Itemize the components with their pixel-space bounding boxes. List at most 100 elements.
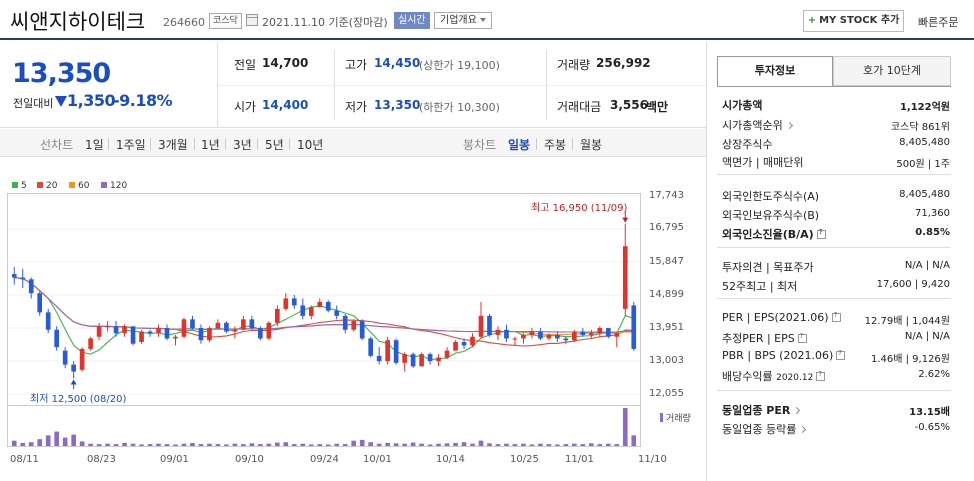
prev-close-value: 14,700 bbox=[262, 56, 309, 70]
tab-separator bbox=[150, 138, 151, 150]
chevron-right-icon bbox=[785, 121, 793, 130]
dividend-date: 2020.12 bbox=[776, 373, 814, 383]
volume-bar bbox=[436, 443, 441, 446]
upper-limit: (상한가 19,100) bbox=[419, 59, 500, 72]
volume-bar bbox=[156, 443, 161, 446]
foreign-ratio-value: 0.85% bbox=[915, 227, 950, 238]
candle-body bbox=[37, 293, 43, 313]
divider bbox=[218, 85, 706, 86]
market-cap-rank-value: 코스닥 861위 bbox=[890, 122, 950, 133]
tab-daily[interactable]: 일봉 bbox=[508, 138, 531, 152]
tab-1year[interactable]: 1년 bbox=[201, 138, 220, 152]
y-tick: 13,951 bbox=[649, 322, 684, 333]
candle-body bbox=[28, 279, 34, 294]
52week-label: 52주최고 | 최저 bbox=[722, 280, 798, 293]
tab-monthly[interactable]: 월봉 bbox=[580, 138, 603, 152]
candle-body bbox=[546, 334, 552, 339]
x-tick: 08/23 bbox=[87, 454, 116, 465]
tab-separator bbox=[108, 138, 109, 150]
listed-shares-value: 8,405,480 bbox=[899, 137, 950, 148]
help-icon[interactable] bbox=[836, 349, 846, 360]
pbr-bps-text: PBR | BPS (2021.06) bbox=[722, 349, 834, 362]
candle-body bbox=[122, 326, 127, 334]
market-cap-label: 시가총액 bbox=[722, 99, 763, 112]
help-icon[interactable] bbox=[831, 311, 841, 322]
volume-bar bbox=[529, 444, 535, 446]
ma-120-swatch bbox=[101, 182, 107, 188]
price-chart[interactable] bbox=[0, 0, 706, 481]
volume-bar bbox=[419, 443, 424, 446]
divider bbox=[717, 298, 951, 299]
tab-3month[interactable]: 3개월 bbox=[158, 138, 188, 152]
tab-5year[interactable]: 5년 bbox=[265, 138, 284, 152]
help-icon[interactable] bbox=[797, 332, 807, 343]
tab-investment-info[interactable]: 투자정보 bbox=[717, 56, 833, 86]
candle-body bbox=[79, 348, 85, 370]
volume-label: 거래량 bbox=[557, 58, 591, 72]
candle-body bbox=[173, 336, 178, 339]
ma-20-swatch bbox=[37, 182, 43, 188]
stock-code: 264660 bbox=[163, 16, 205, 29]
market-cap-rank-row[interactable]: 시가총액순위 bbox=[722, 117, 793, 133]
candle-body bbox=[71, 364, 76, 372]
realtime-button[interactable]: 실시간 bbox=[394, 12, 430, 29]
quick-order-link[interactable]: 빠른주문 bbox=[918, 16, 959, 29]
candle-chart-heading: 봉차트 bbox=[463, 138, 497, 152]
volume-bar bbox=[88, 443, 93, 446]
tab-10year[interactable]: 10년 bbox=[297, 138, 324, 152]
investment-info-panel bbox=[706, 42, 974, 481]
volume-bar bbox=[130, 443, 136, 446]
tab-weekly[interactable]: 주봉 bbox=[544, 138, 567, 152]
tab-1week[interactable]: 1주일 bbox=[116, 138, 146, 152]
volume-bar bbox=[487, 443, 492, 446]
volume-bar bbox=[164, 444, 170, 446]
foreign-ratio-text: 외국인소진율(B/A) bbox=[722, 228, 814, 241]
price-panel bbox=[0, 42, 706, 128]
sector-per-link[interactable]: 동일업종 PER bbox=[722, 402, 801, 418]
open-label: 시가 bbox=[234, 100, 257, 114]
sector-change-link[interactable]: 동일업종 등락률 bbox=[722, 421, 807, 437]
candle-body bbox=[342, 315, 348, 330]
volume-bar bbox=[538, 443, 543, 446]
volume-bar bbox=[512, 444, 518, 446]
help-icon[interactable] bbox=[816, 228, 826, 239]
volume-bar bbox=[521, 443, 526, 446]
my-stock-add-button[interactable]: + MY STOCK 추가 bbox=[803, 10, 904, 32]
foreign-hold-value: 71,360 bbox=[915, 208, 950, 219]
help-icon[interactable] bbox=[816, 370, 826, 381]
candle-body bbox=[105, 326, 110, 328]
volume-bar bbox=[28, 442, 34, 446]
candle-body bbox=[470, 336, 475, 346]
candle-body bbox=[419, 354, 424, 367]
company-overview-dropdown[interactable]: 기업개요 bbox=[434, 12, 492, 29]
tab-underline bbox=[717, 86, 951, 87]
tab-separator bbox=[194, 138, 195, 150]
candle-body bbox=[334, 310, 340, 316]
volume-bar bbox=[45, 435, 51, 446]
per-eps-text: PER | EPS(2021.06) bbox=[722, 311, 829, 324]
y-tick: 15,847 bbox=[649, 256, 684, 267]
sector-per-text: 동일업종 PER bbox=[722, 404, 791, 417]
candle-body bbox=[555, 334, 560, 339]
candle-body bbox=[444, 350, 450, 358]
tab-order-book[interactable]: 호가 10단계 bbox=[833, 56, 951, 86]
volume-bar bbox=[385, 442, 390, 446]
volume-bar bbox=[504, 443, 509, 446]
candle-body bbox=[563, 338, 569, 341]
volume-bar bbox=[62, 437, 68, 446]
tab-1day[interactable]: 1일 bbox=[85, 138, 104, 152]
high-value: 14,450 bbox=[374, 56, 421, 70]
foreign-ratio-label: 외국인소진율(B/A) bbox=[722, 226, 826, 242]
candle-body bbox=[521, 334, 526, 339]
candle-body bbox=[588, 333, 594, 335]
volume-bar bbox=[597, 444, 603, 446]
candle-body bbox=[241, 319, 246, 330]
tab-3year[interactable]: 3년 bbox=[233, 138, 252, 152]
foreign-hold-label: 외국인보유주식수(B) bbox=[722, 209, 820, 222]
candle-body bbox=[300, 305, 306, 316]
divider bbox=[717, 247, 951, 248]
x-tick: 08/11 bbox=[10, 454, 39, 465]
candle-body bbox=[130, 326, 136, 344]
candle-body bbox=[385, 340, 390, 362]
volume-bar bbox=[291, 444, 297, 446]
